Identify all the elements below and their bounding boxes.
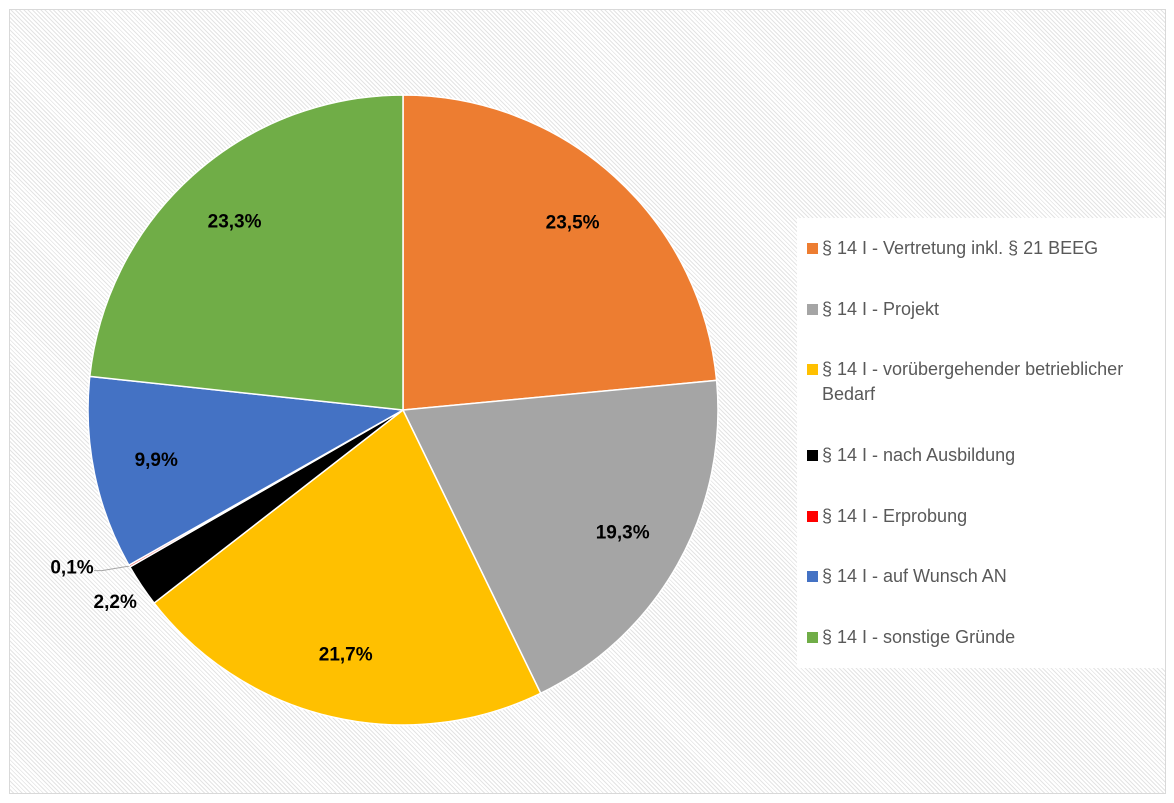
data-label: 2,2% — [94, 592, 137, 613]
legend-label: § 14 I - Vertretung inkl. § 21 BEEG — [822, 237, 1099, 258]
legend: § 14 I - Vertretung inkl. § 21 BEEG § 14 … — [797, 218, 1165, 668]
legend-swatch — [807, 632, 818, 644]
data-label: 0,1% — [50, 558, 93, 579]
legend-swatch — [807, 303, 818, 315]
legend-swatch — [807, 242, 818, 254]
legend-item: § 14 I - Vertretung inkl. § 21 BEEG — [807, 236, 1165, 261]
legend-swatch — [807, 364, 818, 376]
leader-line — [94, 565, 130, 572]
legend-item: § 14 I - Erprobung — [807, 504, 1165, 529]
legend-swatch — [807, 510, 818, 522]
legend-item: § 14 I - vorübergehender betrieblicher B… — [807, 357, 1165, 407]
pie-slice — [87, 375, 406, 567]
legend-item: § 14 I - nach Ausbildung — [807, 443, 1165, 468]
pie-slice — [401, 379, 719, 695]
pie-slice — [153, 408, 542, 726]
legend-item: § 14 I - auf Wunsch AN — [807, 564, 1165, 589]
pie-slice — [402, 94, 718, 411]
legend-label: § 14 I - sonstige Gründe — [822, 627, 1016, 648]
data-label: 9,9% — [135, 450, 178, 471]
legend-label: § 14 I - auf Wunsch AN — [822, 566, 1007, 587]
pie-slice — [88, 94, 404, 411]
legend-label: § 14 I - Projekt — [822, 298, 940, 319]
legend-swatch — [807, 449, 818, 461]
data-label: 19,3% — [596, 522, 650, 543]
data-label: 21,7% — [319, 644, 373, 665]
data-label: 23,5% — [546, 213, 600, 234]
legend-label: § 14 I - vorübergehender betrieblicher B… — [822, 359, 1124, 405]
legend-label: § 14 I - Erprobung — [822, 505, 968, 526]
data-label: 23,3% — [208, 212, 262, 233]
legend-item: § 14 I - sonstige Gründe — [807, 625, 1165, 650]
legend-label: § 14 I - nach Ausbildung — [822, 444, 1016, 465]
legend-item: § 14 I - Projekt — [807, 297, 1165, 322]
legend-swatch — [807, 571, 818, 583]
